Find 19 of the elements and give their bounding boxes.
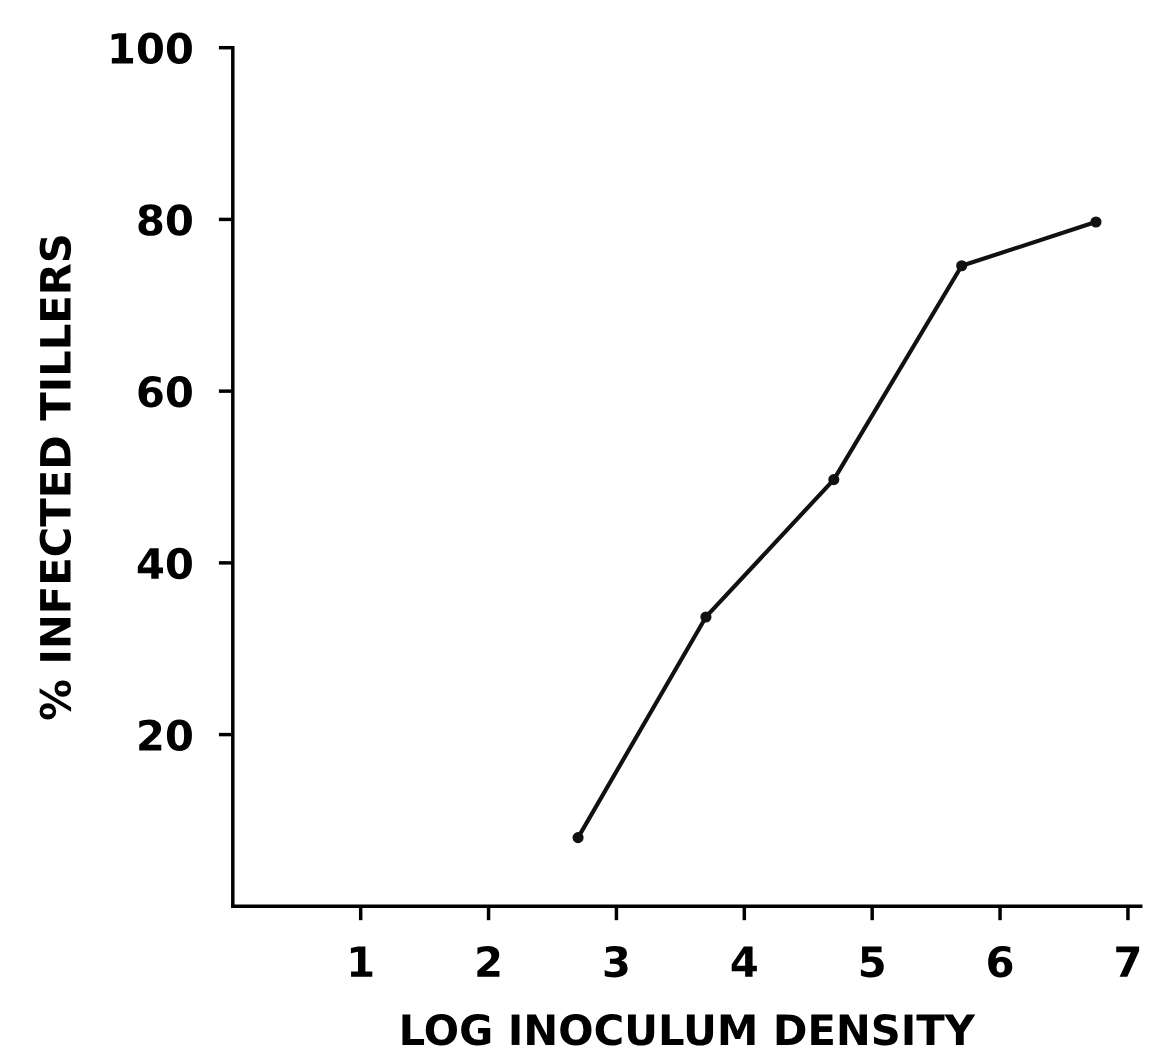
point — [700, 611, 712, 623]
y-axis-title: % INFECTED TILLERS — [39, 236, 72, 720]
x-tick-label: 5 — [860, 946, 884, 978]
point — [572, 832, 584, 844]
y-tick-label: 60 — [138, 376, 192, 408]
point — [828, 474, 840, 486]
point — [1090, 216, 1102, 228]
x-tick-label: 6 — [988, 945, 1013, 978]
y-tick-label: 100 — [111, 32, 192, 65]
x-tick-label: 4 — [731, 946, 757, 977]
x-axis-title: LOG INOCULUM DENSITY — [402, 1014, 976, 1046]
x-tick-label: 3 — [604, 945, 628, 978]
x-tick-label: 7 — [1116, 946, 1140, 977]
y-tick-label: 40 — [137, 547, 192, 580]
y-tick-label: 20 — [139, 719, 192, 751]
x-tick-label: 1 — [350, 946, 373, 977]
x-tick-label: 2 — [477, 945, 500, 977]
y-tick-label: 80 — [138, 204, 192, 236]
point — [956, 260, 968, 272]
